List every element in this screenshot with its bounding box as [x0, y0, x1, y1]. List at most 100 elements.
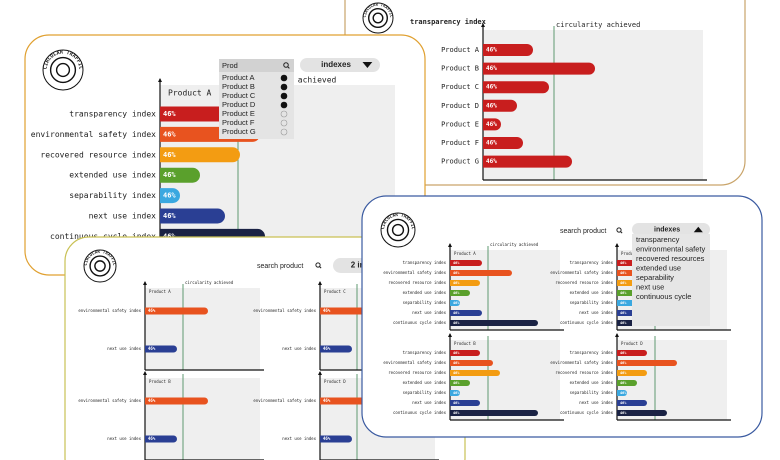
search-input[interactable]: search product	[257, 263, 303, 270]
bar-value: 46%	[620, 411, 627, 415]
index-option[interactable]: separability	[636, 273, 674, 282]
option-radio[interactable]	[280, 128, 288, 136]
bar	[145, 397, 208, 405]
option-radio[interactable]	[280, 92, 288, 100]
bar-value: 46%	[620, 361, 627, 365]
row-label: Product C	[441, 83, 479, 91]
product-option[interactable]: Product C	[222, 91, 256, 100]
product-option[interactable]: Product E	[222, 109, 255, 118]
bar	[483, 81, 549, 94]
bar-value: 46%	[486, 121, 497, 128]
option-radio[interactable]	[280, 119, 288, 127]
bar	[450, 370, 500, 376]
index-option[interactable]: recovered resources	[636, 254, 705, 263]
bar	[483, 44, 533, 56]
bar-value: 46%	[148, 398, 156, 403]
index-option[interactable]: next use	[636, 282, 664, 291]
bar-value: 46%	[163, 171, 176, 179]
search-input[interactable]: Prod	[222, 61, 238, 70]
index-button-label[interactable]: indexes	[654, 226, 680, 233]
bar	[450, 320, 538, 326]
row-label: separability index	[403, 300, 447, 305]
chart-header: Product A	[454, 251, 476, 256]
logo-ring	[94, 260, 106, 272]
bar-value: 46%	[453, 311, 460, 315]
logo-ring	[362, 2, 394, 34]
search-icon	[283, 62, 289, 68]
search-input[interactable]: search product	[560, 228, 606, 235]
bar-value: 46%	[620, 281, 627, 285]
bar-value: 46%	[148, 436, 156, 441]
option-radio[interactable]	[280, 74, 288, 82]
logo-ring	[83, 249, 117, 283]
index-button[interactable]	[300, 58, 380, 72]
target-label: circularity achieved	[490, 242, 539, 247]
bar-value: 46%	[620, 261, 627, 265]
row-label: separability index	[570, 300, 614, 305]
row-label: next use index	[412, 310, 446, 315]
bar	[450, 270, 512, 276]
bar	[160, 147, 240, 163]
index-option[interactable]: extended use	[636, 263, 681, 272]
row-label: continuous cycle index	[393, 410, 447, 415]
index-option[interactable]: environmental safety	[636, 244, 705, 253]
bar-value: 46%	[453, 321, 460, 325]
row-label: extended use index	[570, 380, 614, 385]
axis-arrow	[448, 243, 452, 247]
bar-value: 46%	[453, 381, 460, 385]
row-label: Product B	[441, 65, 479, 73]
logo-ring	[386, 218, 410, 242]
product-option[interactable]: Product D	[222, 100, 256, 109]
row-label: separability index	[570, 390, 614, 395]
chart-header: Product A	[149, 289, 171, 294]
row-label: recovered resource index	[555, 370, 613, 375]
bar-value: 46%	[453, 291, 460, 295]
bar	[617, 400, 647, 406]
row-label: Product A	[441, 46, 480, 54]
row-label: recovered resource index	[388, 280, 446, 285]
bar-value: 46%	[486, 47, 497, 54]
row-label: Product D	[441, 102, 479, 110]
chart-header: Product C	[324, 289, 346, 294]
bar	[450, 260, 482, 266]
row-label: extended use index	[570, 290, 614, 295]
bar	[145, 345, 177, 353]
product-option[interactable]: Product A	[222, 73, 255, 82]
bar-value: 46%	[486, 84, 497, 91]
bar	[483, 118, 501, 131]
bar-value: 46%	[453, 281, 460, 285]
bar	[450, 380, 470, 386]
logo-ring	[55, 62, 71, 78]
product-option[interactable]: Product F	[222, 118, 255, 127]
axis-arrow	[481, 23, 485, 27]
option-radio[interactable]	[280, 101, 288, 109]
index-option[interactable]: transparency	[636, 235, 680, 244]
logo-ring	[391, 223, 405, 237]
bar	[617, 360, 677, 366]
search-box	[219, 59, 294, 72]
bar	[160, 188, 181, 204]
bar-value: 46%	[148, 308, 156, 313]
row-label: environmental safety index	[550, 270, 613, 275]
bar	[617, 390, 627, 396]
chart-header: Product A	[168, 89, 212, 98]
product-option[interactable]: Product B	[222, 82, 255, 91]
index-button-label[interactable]: indexes	[321, 60, 351, 69]
bar-value: 46%	[323, 308, 331, 313]
product-dropdown	[219, 59, 294, 139]
row-label: environmental safety index	[253, 308, 316, 313]
option-radio[interactable]	[280, 110, 288, 118]
row-label: environmental safety index	[383, 360, 446, 365]
bar	[160, 167, 201, 183]
bar-value: 46%	[620, 401, 627, 405]
bar-value: 46%	[620, 291, 627, 295]
bar-value: 46%	[163, 110, 176, 118]
index-button[interactable]	[632, 223, 710, 236]
row-label: environmental safety index	[78, 398, 141, 403]
row-label: extended use index	[403, 380, 447, 385]
index-option[interactable]: continuous cycle	[636, 292, 691, 301]
row-label: Product E	[441, 120, 479, 128]
product-option[interactable]: Product G	[222, 127, 256, 136]
bar-value: 46%	[163, 212, 176, 220]
option-radio[interactable]	[280, 83, 288, 91]
